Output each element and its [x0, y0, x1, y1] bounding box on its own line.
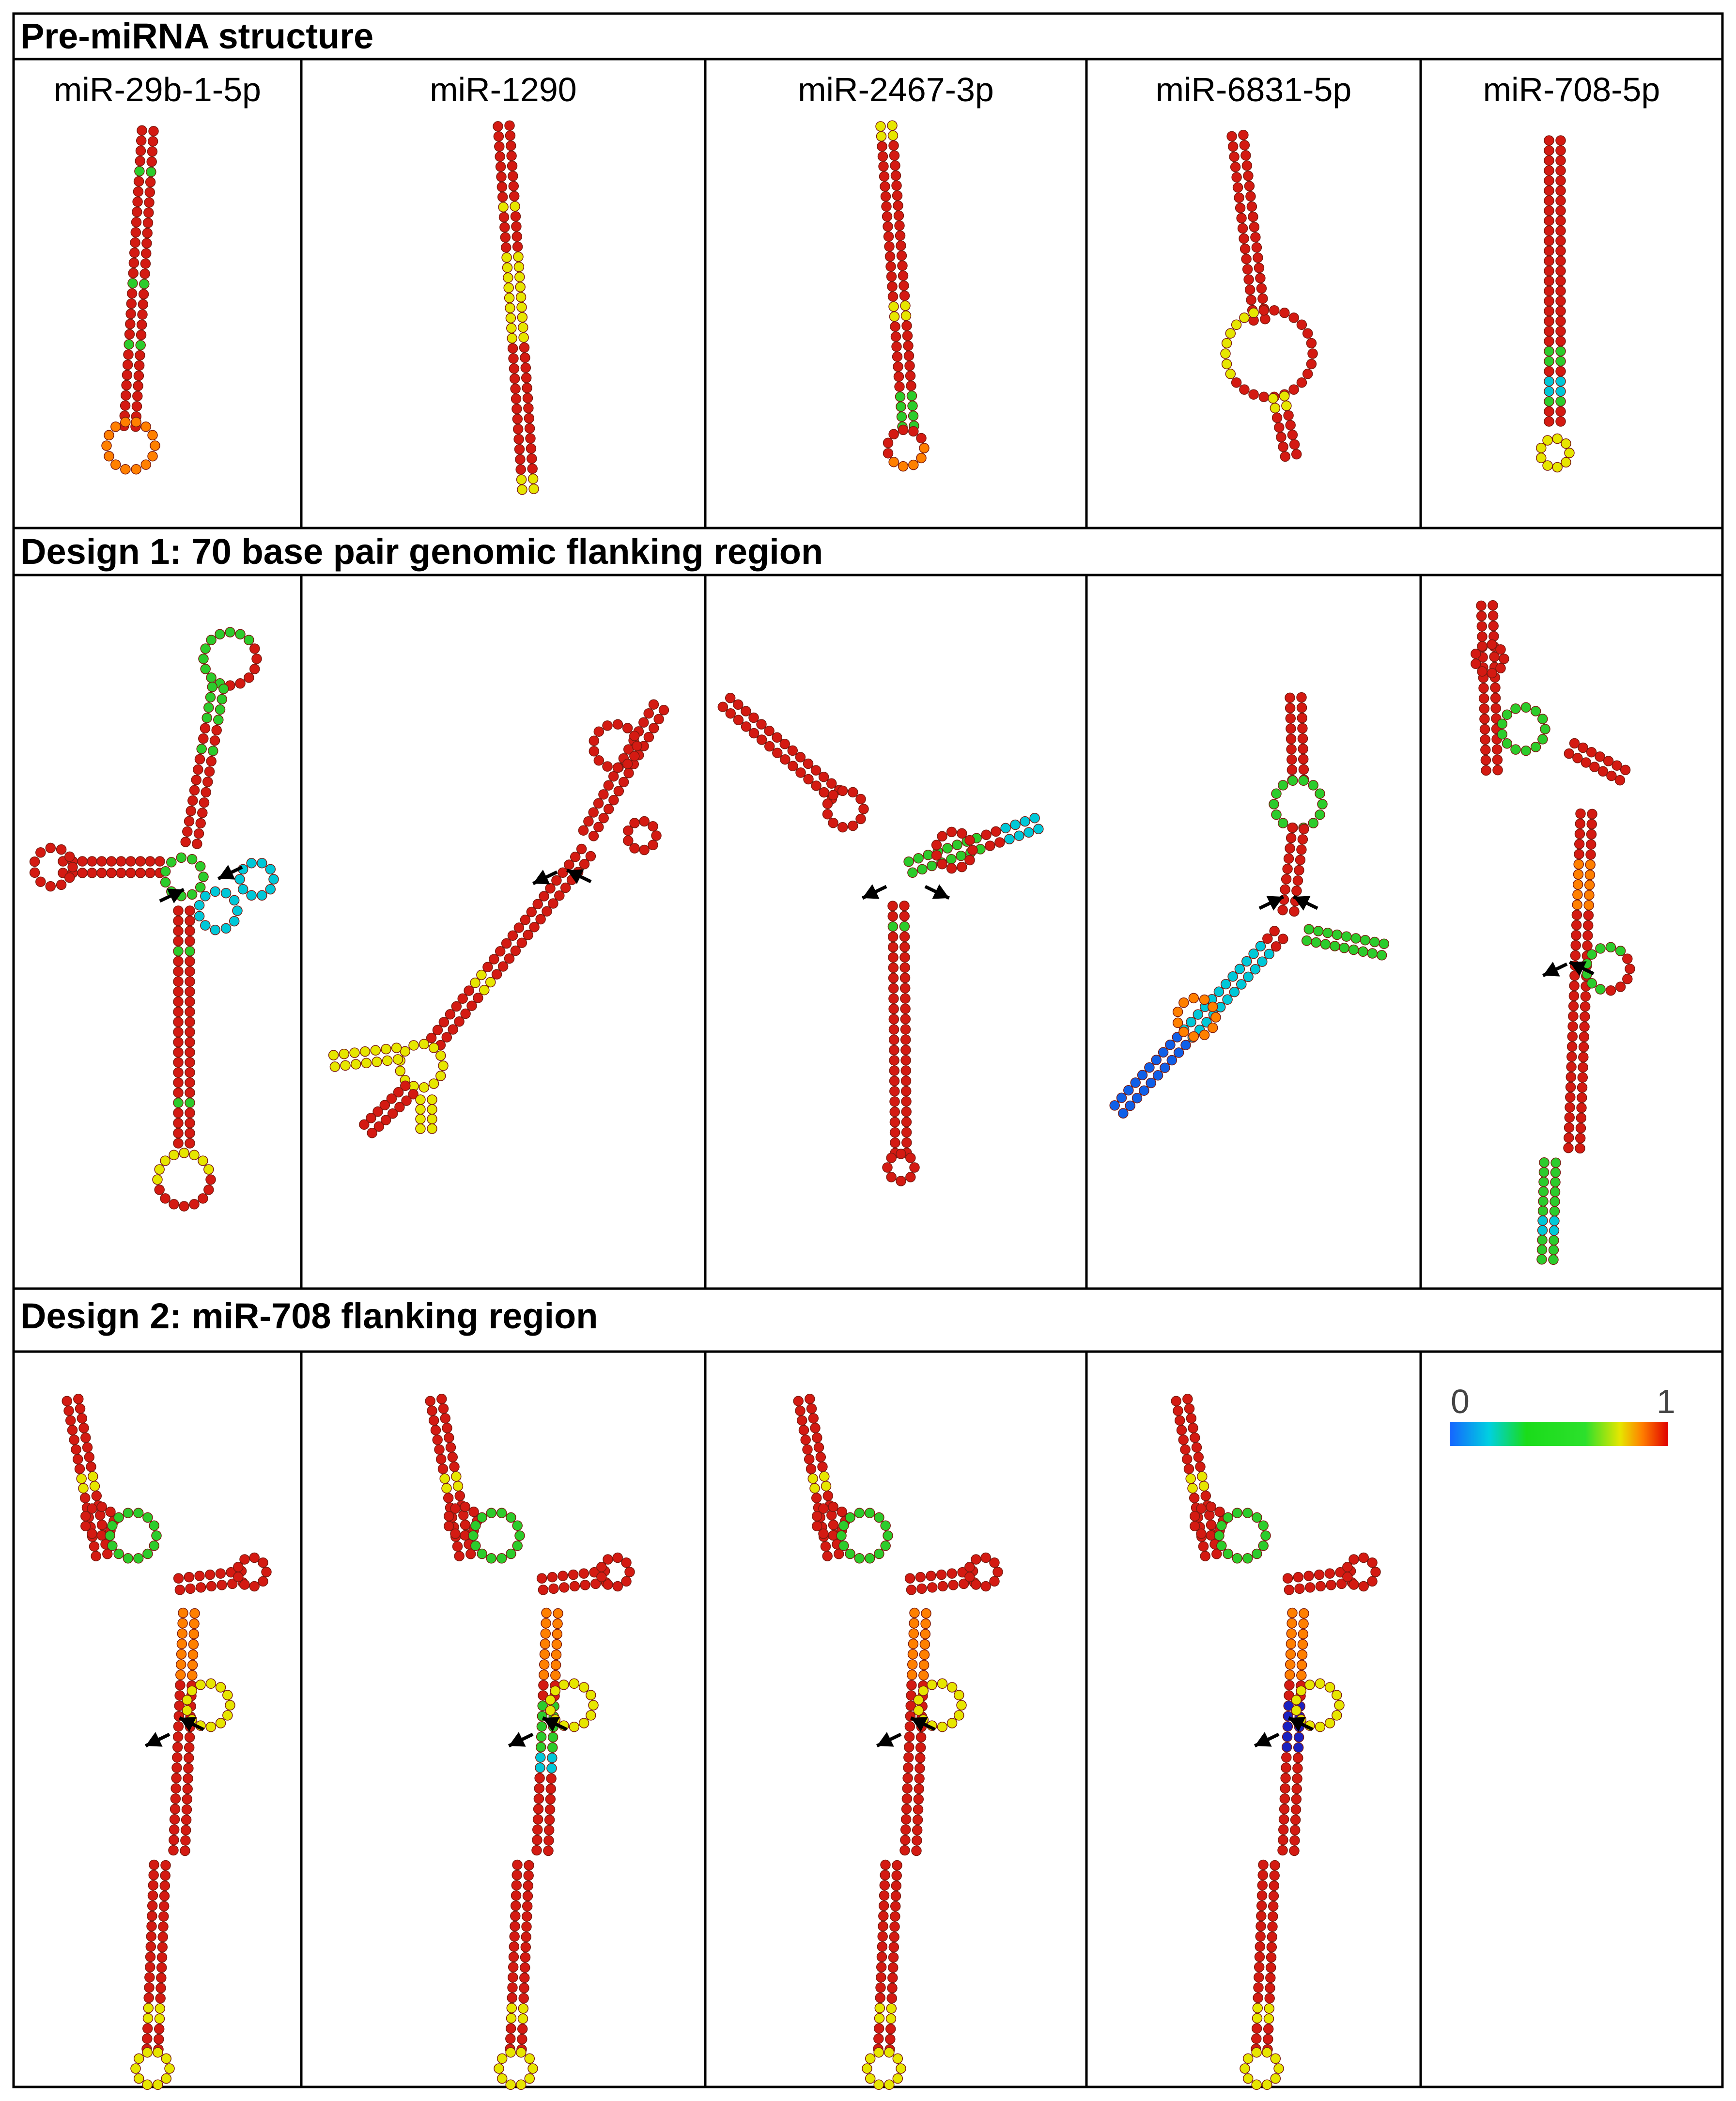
table-grid-lines [12, 12, 1724, 2088]
rna-secondary-structures [29, 120, 1635, 2090]
column-label-mir708: miR-708-5p [1483, 71, 1660, 109]
arrows [144, 865, 1595, 1748]
color-scale-bar [1450, 1422, 1668, 1446]
column-label-mir1290: miR-1290 [430, 71, 577, 109]
column-label-mir2467: miR-2467-3p [798, 71, 994, 109]
section-header-design2: Design 2: miR-708 flanking region [20, 1296, 598, 1336]
section-header-design1: Design 1: 70 base pair genomic flanking … [20, 531, 823, 572]
column-label-mir29b: miR-29b-1-5p [54, 71, 261, 109]
colorbar-min-label: 0 [1451, 1383, 1470, 1420]
colorbar-max-label: 1 [1657, 1383, 1675, 1420]
section-header-premirna: Pre-miRNA structure [20, 16, 374, 56]
column-label-mir6831: miR-6831-5p [1155, 71, 1352, 109]
